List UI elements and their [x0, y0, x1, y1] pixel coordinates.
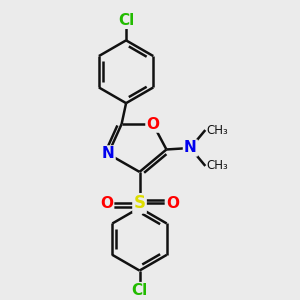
Text: N: N — [184, 140, 197, 155]
Text: CH₃: CH₃ — [207, 159, 229, 172]
Text: S: S — [134, 194, 146, 212]
Text: Cl: Cl — [118, 13, 134, 28]
Text: N: N — [102, 146, 115, 161]
Text: O: O — [166, 196, 179, 211]
Text: O: O — [146, 117, 160, 132]
Text: CH₃: CH₃ — [207, 124, 229, 136]
Text: O: O — [100, 196, 113, 211]
Text: Cl: Cl — [131, 283, 148, 298]
